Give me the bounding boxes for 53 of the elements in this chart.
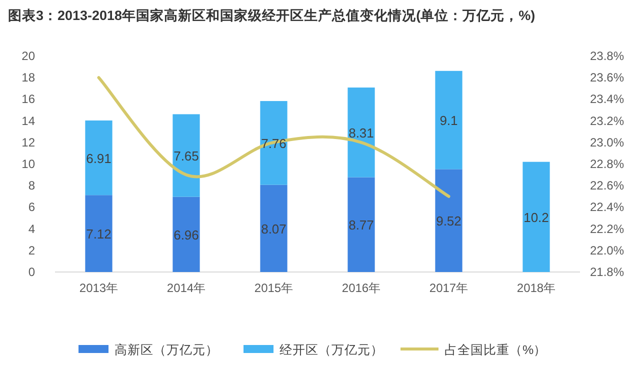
y2-tick-label: 22.6% bbox=[590, 178, 624, 193]
bar bbox=[348, 88, 375, 178]
bar bbox=[522, 162, 550, 272]
y2-tick-label: 22.2% bbox=[590, 222, 624, 236]
y-tick-label: 4 bbox=[28, 222, 36, 236]
x-tick-label: 2016年 bbox=[342, 281, 381, 295]
data-label: 7.12 bbox=[86, 226, 112, 242]
data-label: 8.31 bbox=[348, 125, 374, 140]
bar bbox=[435, 169, 462, 272]
bar bbox=[260, 184, 288, 272]
x-tick-label: 2018年 bbox=[516, 281, 556, 295]
data-label: 7.65 bbox=[174, 148, 199, 164]
data-label: 8.77 bbox=[348, 218, 374, 233]
data-label: 6.91 bbox=[86, 150, 112, 166]
x-tick-label: 2017年 bbox=[429, 281, 468, 295]
y2-tick-label: 22.8% bbox=[590, 157, 624, 171]
legend-label: 经开区（万亿元） bbox=[280, 343, 384, 357]
y2-tick-label: 22.4% bbox=[590, 200, 624, 214]
legend-label: 高新区（万亿元） bbox=[114, 342, 218, 357]
bar bbox=[172, 114, 200, 197]
y-tick-label: 6 bbox=[28, 200, 36, 214]
y-tick-label: 10 bbox=[22, 157, 36, 171]
y2-tick-label: 23.8% bbox=[590, 49, 624, 63]
y-tick-label: 12 bbox=[22, 135, 36, 150]
y2-tick-label: 22.0% bbox=[590, 243, 624, 258]
y-tick-label: 0 bbox=[28, 265, 36, 279]
bar bbox=[85, 120, 112, 196]
y-tick-label: 2 bbox=[28, 243, 36, 258]
y-tick-label: 16 bbox=[22, 92, 36, 106]
y-tick-label: 20 bbox=[22, 49, 36, 63]
y2-tick-label: 23.0% bbox=[590, 135, 624, 150]
bar bbox=[85, 195, 112, 272]
y-tick-label: 8 bbox=[28, 178, 36, 193]
chart-title: 图表3：2013-2018年国家高新区和国家级经开区生产总值变化情况(单位：万亿元，%) bbox=[8, 7, 536, 25]
data-label: 8.07 bbox=[261, 221, 286, 236]
bar bbox=[172, 196, 200, 272]
bar bbox=[348, 177, 375, 272]
legend-label: 占全国比重（%） bbox=[444, 343, 547, 357]
y-tick-label: 18 bbox=[22, 70, 36, 85]
data-label: 9.52 bbox=[436, 214, 462, 229]
x-tick-label: 2015年 bbox=[254, 281, 294, 295]
x-tick-label: 2014年 bbox=[166, 281, 206, 295]
bar bbox=[435, 70, 462, 170]
y2-tick-label: 23.2% bbox=[590, 114, 624, 128]
data-label: 10.2 bbox=[524, 210, 549, 225]
y-tick-label: 14 bbox=[22, 114, 36, 128]
data-label: 9.1 bbox=[440, 113, 458, 128]
y2-tick-label: 23.4% bbox=[590, 92, 624, 106]
data-label: 6.96 bbox=[174, 227, 199, 242]
y2-tick-label: 21.8% bbox=[590, 265, 624, 279]
bar bbox=[260, 101, 288, 185]
x-tick-label: 2013年 bbox=[79, 281, 118, 295]
y2-tick-label: 23.6% bbox=[590, 70, 624, 85]
